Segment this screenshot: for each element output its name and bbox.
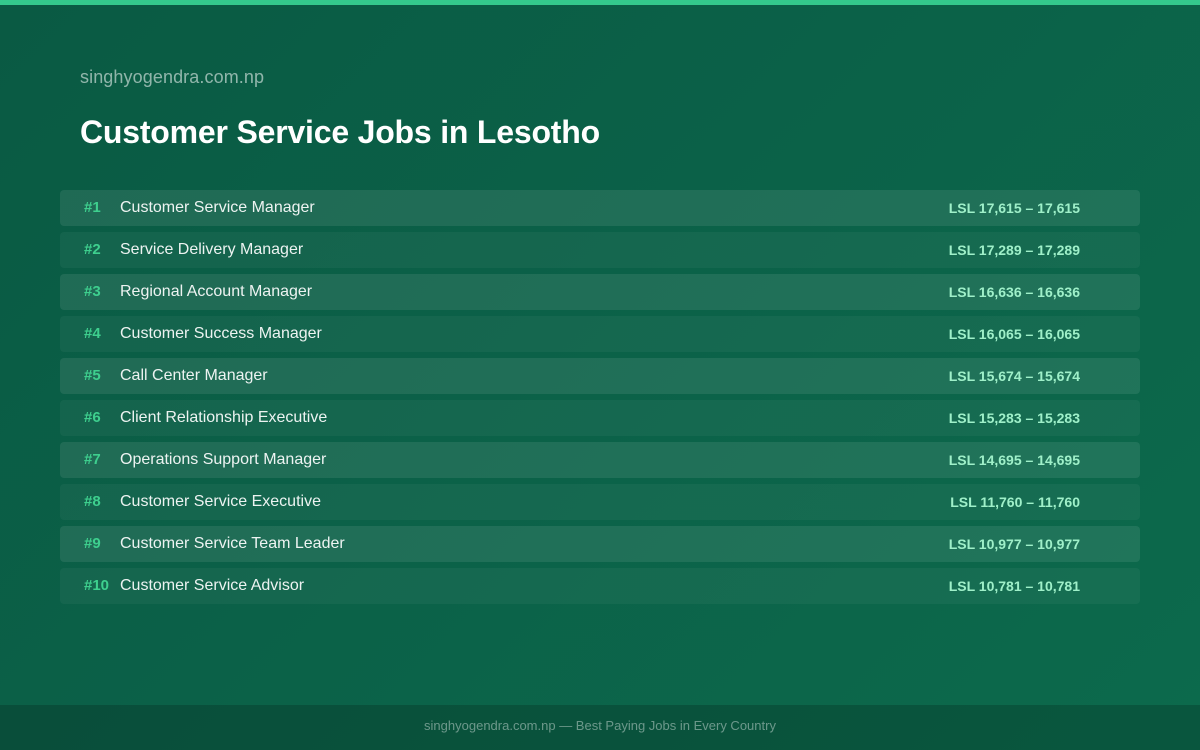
site-name: singhyogendra.com.np xyxy=(80,67,265,87)
job-rank: #7 xyxy=(84,451,101,468)
job-row: #7 Operations Support Manager LSL 14,695… xyxy=(60,442,1140,478)
job-salary: LSL 14,695 – 14,695 xyxy=(948,452,1080,468)
job-salary: LSL 15,283 – 15,283 xyxy=(948,410,1080,426)
job-title: Customer Service Manager xyxy=(120,199,315,216)
job-rank: #5 xyxy=(84,367,101,384)
job-rank: #4 xyxy=(84,325,101,342)
job-rank: #8 xyxy=(84,493,101,510)
top-accent-bar xyxy=(0,0,1200,5)
job-row: #6 Client Relationship Executive LSL 15,… xyxy=(60,400,1140,436)
job-salary: LSL 17,615 – 17,615 xyxy=(948,200,1080,216)
job-title: Operations Support Manager xyxy=(120,451,327,468)
job-title: Call Center Manager xyxy=(120,367,268,384)
job-salary: LSL 10,781 – 10,781 xyxy=(948,578,1080,594)
job-list: #1 Customer Service Manager LSL 17,615 –… xyxy=(60,190,1140,610)
job-row: #10 Customer Service Advisor LSL 10,781 … xyxy=(60,568,1140,604)
job-rank: #6 xyxy=(84,409,101,426)
job-row: #2 Service Delivery Manager LSL 17,289 –… xyxy=(60,232,1140,268)
job-title: Customer Success Manager xyxy=(120,325,322,342)
job-title: Client Relationship Executive xyxy=(120,409,328,426)
job-rank: #1 xyxy=(84,199,101,216)
job-title: Customer Service Team Leader xyxy=(120,535,345,552)
job-salary: LSL 11,760 – 11,760 xyxy=(950,494,1080,510)
job-row: #3 Regional Account Manager LSL 16,636 –… xyxy=(60,274,1140,310)
job-row: #1 Customer Service Manager LSL 17,615 –… xyxy=(60,190,1140,226)
job-title: Service Delivery Manager xyxy=(120,241,304,258)
job-salary: LSL 17,289 – 17,289 xyxy=(948,242,1080,258)
job-rank: #2 xyxy=(84,241,101,258)
job-row: #9 Customer Service Team Leader LSL 10,9… xyxy=(60,526,1140,562)
job-salary: LSL 10,977 – 10,977 xyxy=(948,536,1080,552)
job-salary: LSL 15,674 – 15,674 xyxy=(948,368,1080,384)
job-rank: #10 xyxy=(84,577,110,594)
job-title: Regional Account Manager xyxy=(120,283,313,300)
job-rank: #3 xyxy=(84,283,101,300)
job-title: Customer Service Advisor xyxy=(120,577,305,594)
job-row: #8 Customer Service Executive LSL 11,760… xyxy=(60,484,1140,520)
job-salary: LSL 16,636 – 16,636 xyxy=(948,284,1080,300)
job-salary: LSL 16,065 – 16,065 xyxy=(948,326,1080,342)
job-row: #4 Customer Success Manager LSL 16,065 –… xyxy=(60,316,1140,352)
job-row: #5 Call Center Manager LSL 15,674 – 15,6… xyxy=(60,358,1140,394)
job-rank: #9 xyxy=(84,535,101,552)
job-title: Customer Service Executive xyxy=(120,493,321,510)
footer-text: singhyogendra.com.np — Best Paying Jobs … xyxy=(424,718,776,733)
page-title: Customer Service Jobs in Lesotho xyxy=(80,114,600,150)
footer: singhyogendra.com.np — Best Paying Jobs … xyxy=(0,705,1200,750)
